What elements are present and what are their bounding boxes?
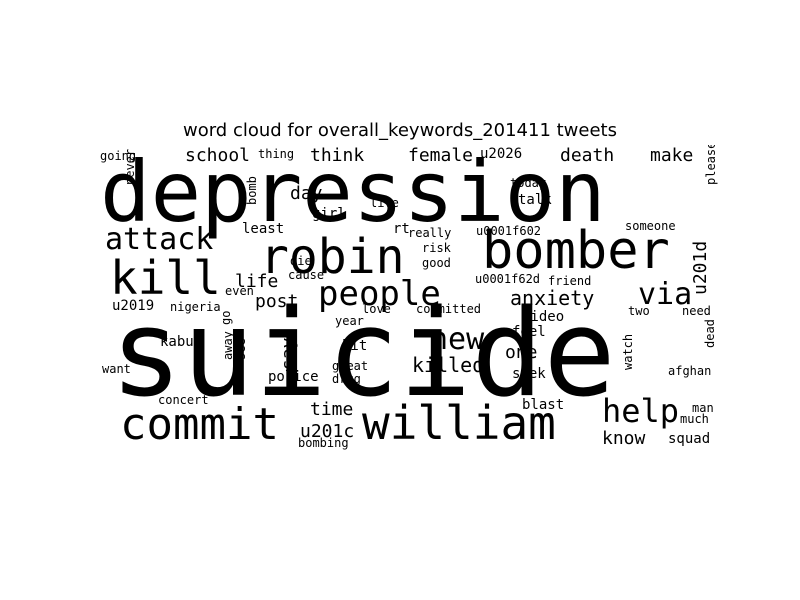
word-need: need bbox=[682, 304, 711, 318]
word-people: people bbox=[318, 274, 441, 314]
word-day: day bbox=[290, 183, 323, 204]
word-away: away bbox=[221, 331, 235, 360]
word-going: going bbox=[100, 149, 137, 163]
word-anxiety: anxiety bbox=[510, 286, 595, 310]
word-robin: robin bbox=[260, 229, 405, 285]
word-friend: friend bbox=[548, 274, 592, 288]
chart-title: word cloud for overall_keywords_201411 t… bbox=[182, 120, 617, 141]
word-female: female bbox=[408, 145, 474, 166]
word-bombing: bombing bbox=[298, 436, 349, 450]
word-via: via bbox=[638, 277, 693, 312]
word-kill: kill bbox=[110, 251, 221, 305]
word-think: think bbox=[310, 145, 365, 166]
word-much: much bbox=[680, 412, 709, 426]
word-never: never bbox=[123, 148, 137, 185]
word-kabul: kabul bbox=[160, 334, 203, 350]
word-see: see bbox=[234, 338, 248, 360]
word-attack: attack bbox=[105, 222, 214, 257]
word-help: help bbox=[602, 392, 680, 430]
word-good: good bbox=[422, 256, 451, 270]
word-afghan: afghan bbox=[668, 364, 712, 378]
word-today: today bbox=[510, 176, 547, 190]
word-video: video bbox=[522, 309, 565, 325]
word-u201c: u201c bbox=[300, 421, 355, 442]
word-go: go bbox=[219, 310, 233, 325]
word-make: make bbox=[650, 145, 694, 166]
word-u201d: u201d bbox=[690, 240, 711, 295]
word-even: even bbox=[225, 284, 254, 298]
word-want: want bbox=[102, 362, 131, 376]
word-life: life bbox=[235, 271, 279, 292]
word-bomb: bomb bbox=[245, 176, 259, 205]
word-cloud: suicide depression bomber robin commit w… bbox=[100, 145, 720, 455]
word-post: post bbox=[255, 291, 299, 312]
word-concert: concert bbox=[158, 393, 209, 407]
word-year: year bbox=[335, 314, 364, 328]
word-man: man bbox=[692, 401, 714, 415]
word-squad: squad bbox=[668, 431, 711, 447]
word-bomber: bomber bbox=[482, 221, 670, 281]
word-police: police bbox=[268, 369, 319, 385]
word-new: new bbox=[430, 322, 485, 357]
word-hit: hit bbox=[342, 338, 368, 354]
word-blast: blast bbox=[522, 397, 565, 413]
word-u0001f62d: u0001f62d bbox=[475, 272, 541, 286]
word-thing: thing bbox=[258, 147, 295, 161]
word-seek: seek bbox=[512, 366, 546, 382]
word-cause: cause bbox=[288, 268, 325, 282]
word-two: two bbox=[628, 304, 650, 318]
word-nigeria: nigeria bbox=[170, 300, 221, 314]
word-watch: watch bbox=[621, 333, 635, 370]
word-live: live bbox=[370, 196, 399, 210]
word-dead: dead bbox=[703, 319, 717, 348]
word-talk: talk bbox=[518, 192, 552, 208]
word-someone: someone bbox=[625, 219, 676, 233]
word-depression: depression bbox=[100, 145, 606, 241]
word-u0001f602: u0001f602 bbox=[476, 224, 542, 238]
word-school: school bbox=[185, 145, 251, 166]
word-suicide: suicide bbox=[110, 285, 616, 424]
word-rt: rt bbox=[393, 221, 410, 237]
word-committed: committed bbox=[416, 302, 482, 316]
word-u2026: u2026 bbox=[480, 146, 523, 162]
word-love: love bbox=[362, 302, 391, 316]
word-please: please bbox=[704, 145, 718, 185]
word-really: really bbox=[408, 226, 452, 240]
word-death: death bbox=[560, 145, 615, 166]
word-say: say bbox=[278, 337, 299, 370]
word-william: william bbox=[362, 396, 556, 450]
word-great: great bbox=[332, 359, 369, 373]
word-drug: drug bbox=[332, 372, 361, 386]
word-commit: commit bbox=[120, 399, 279, 450]
word-die: die bbox=[290, 254, 312, 268]
word-girl: girl bbox=[312, 206, 346, 222]
word-least: least bbox=[242, 221, 285, 237]
word-u2019: u2019 bbox=[112, 298, 155, 314]
word-killed: killed bbox=[412, 353, 485, 377]
word-time: time bbox=[310, 399, 354, 420]
word-risk: risk bbox=[422, 241, 451, 255]
word-one: one bbox=[505, 342, 538, 363]
word-feel: feel bbox=[512, 324, 546, 340]
word-know: know bbox=[602, 428, 646, 449]
